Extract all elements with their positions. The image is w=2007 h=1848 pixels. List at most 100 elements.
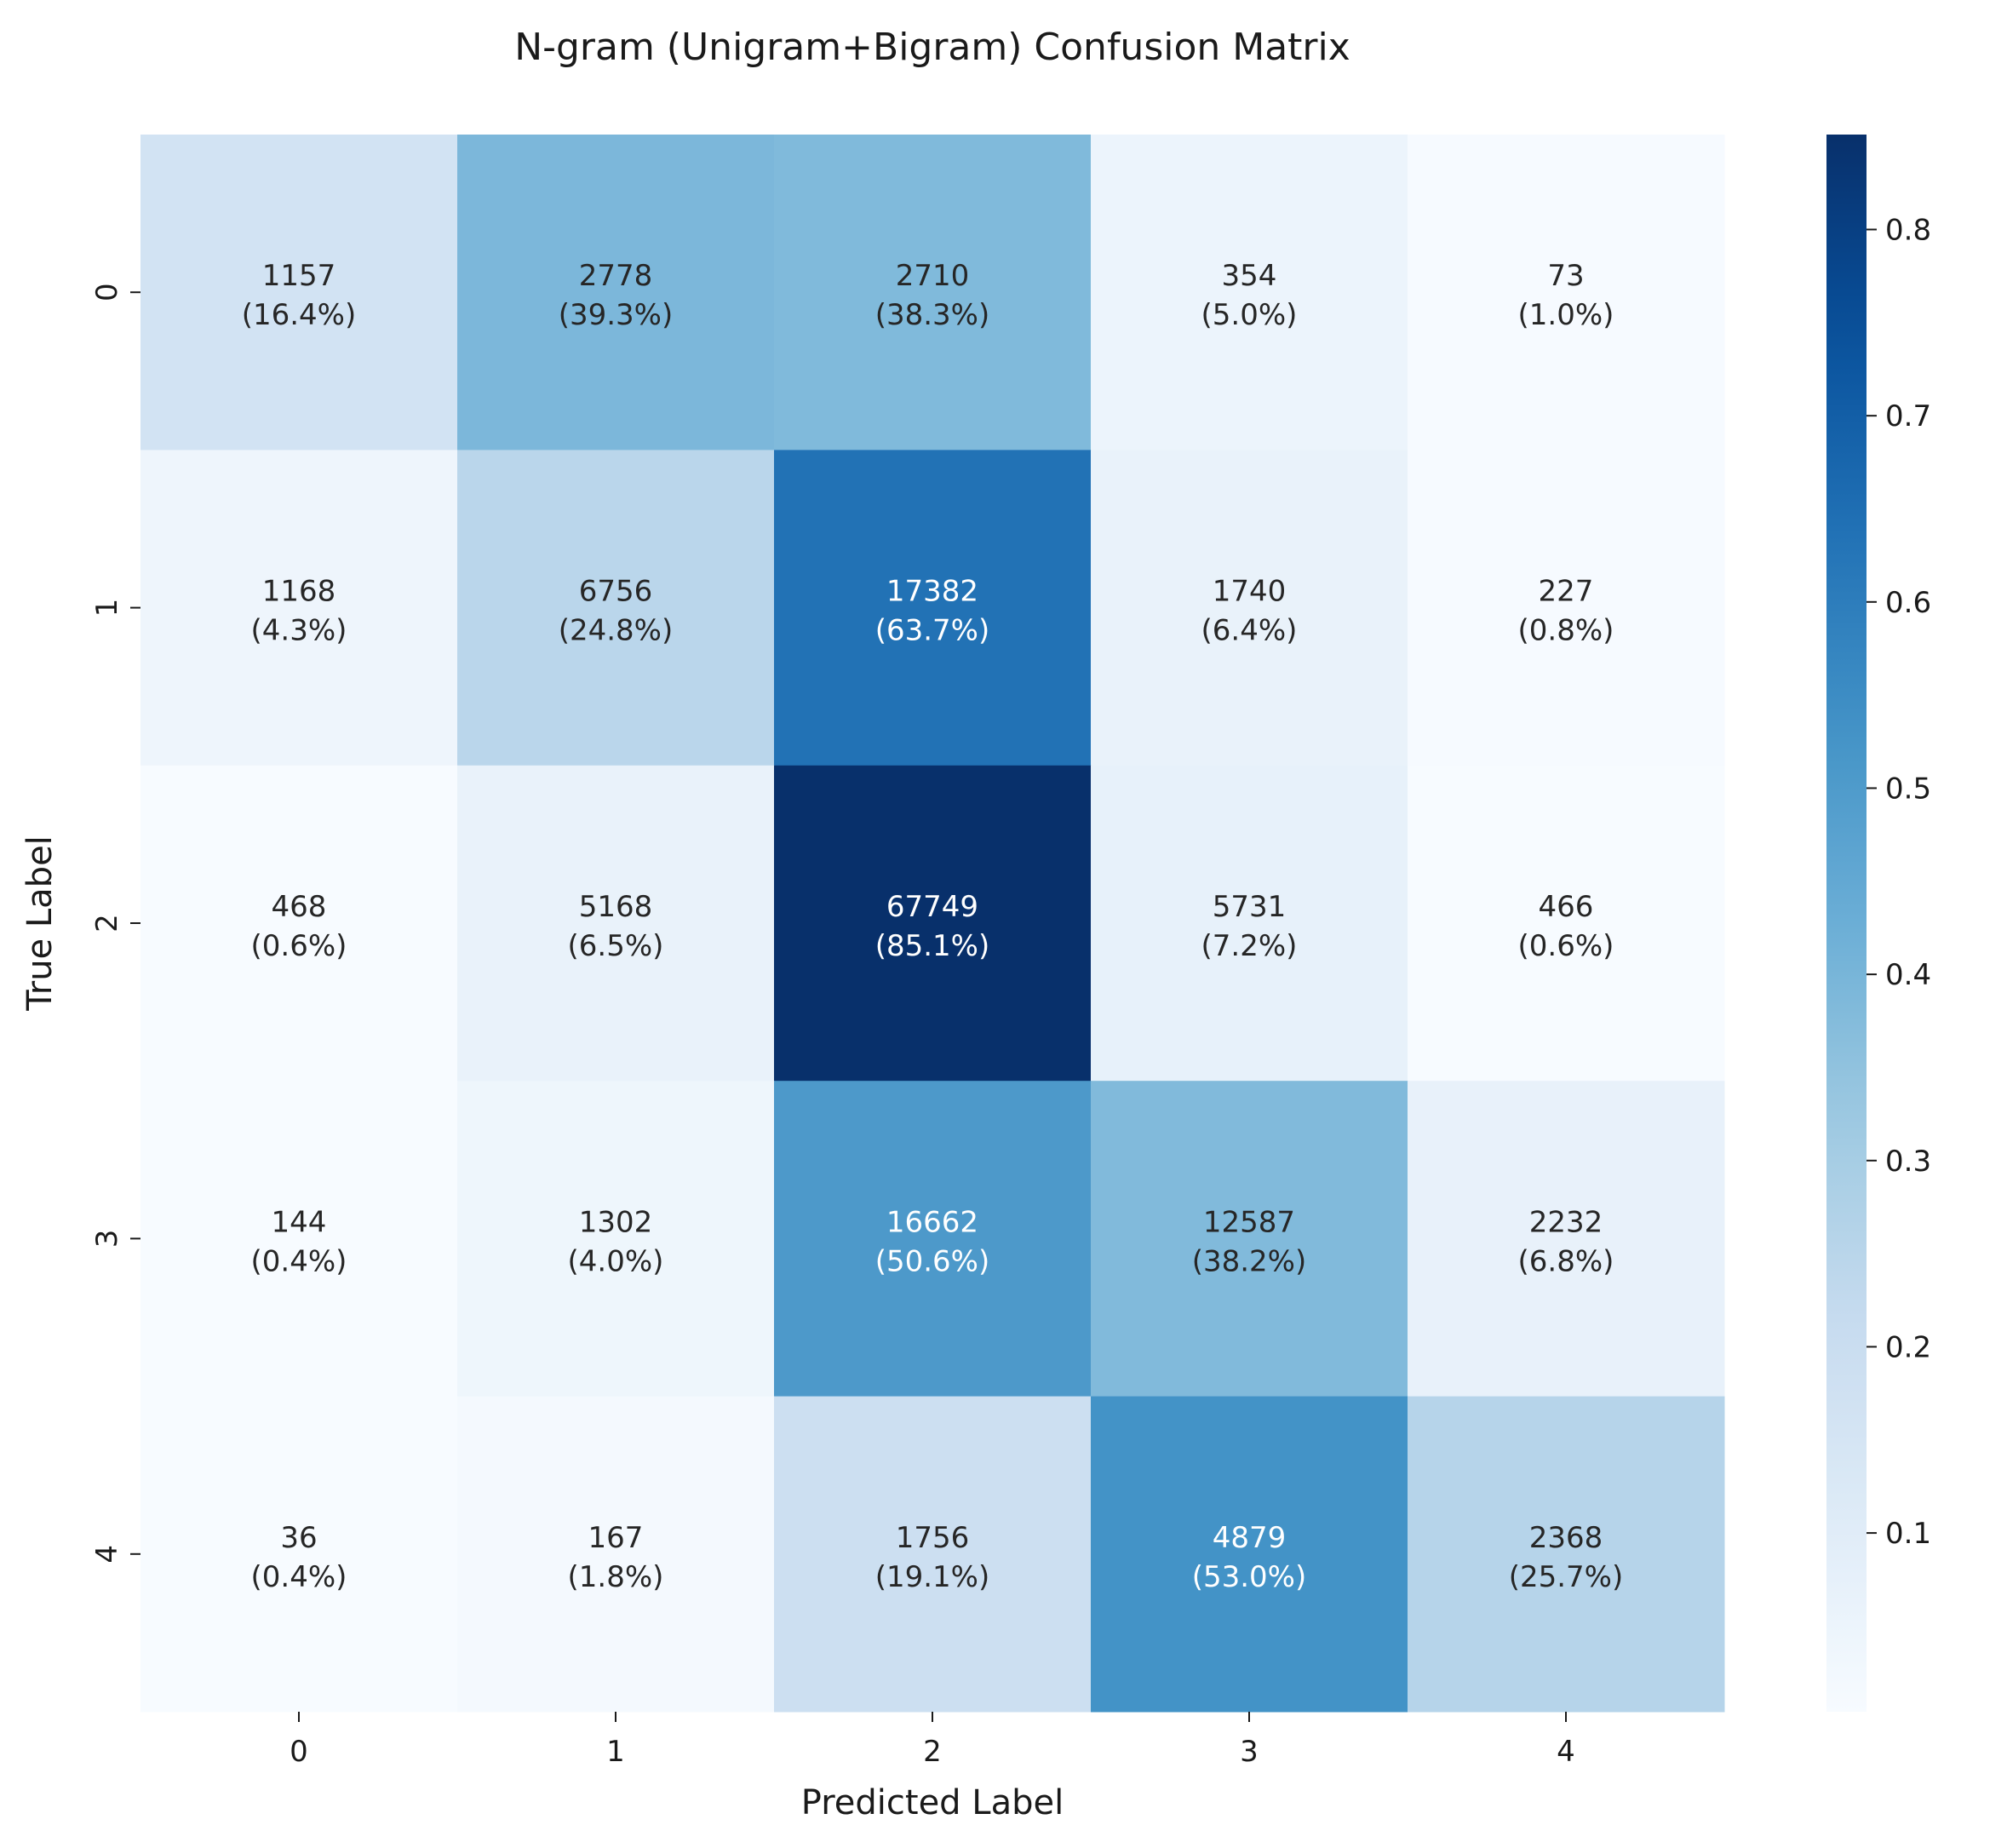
cell-count-3-3: 12587 bbox=[1203, 1205, 1295, 1239]
heatmap-cell-4-3 bbox=[1091, 1396, 1408, 1713]
colorbar-tick-label-7: 0.8 bbox=[1885, 214, 1931, 248]
cell-percent-4-2: (19.1%) bbox=[875, 1560, 990, 1594]
y-tick-label-1: 1 bbox=[90, 599, 124, 617]
cell-percent-2-0: (0.6%) bbox=[251, 929, 347, 963]
x-tick-label-4: 4 bbox=[1557, 1735, 1575, 1769]
heatmap-cells bbox=[140, 135, 1725, 1713]
heatmap-cell-4-1 bbox=[457, 1396, 775, 1713]
cell-count-2-1: 5168 bbox=[579, 890, 653, 924]
heatmap-cell-1-3 bbox=[1091, 450, 1408, 766]
chart-title: N-gram (Unigram+Bigram) Confusion Matrix bbox=[514, 26, 1350, 69]
cell-count-2-0: 468 bbox=[272, 890, 327, 924]
x-tick-label-3: 3 bbox=[1240, 1735, 1259, 1769]
heatmap-cell-1-1 bbox=[457, 450, 775, 766]
heatmap-cell-0-0 bbox=[140, 135, 458, 451]
cell-count-1-0: 1168 bbox=[262, 575, 336, 609]
cell-count-4-2: 1756 bbox=[896, 1521, 970, 1555]
cell-percent-0-3: (5.0%) bbox=[1201, 298, 1298, 332]
cell-count-0-0: 1157 bbox=[262, 259, 336, 293]
heatmap-cell-3-3 bbox=[1091, 1081, 1408, 1397]
colorbar-tick-label-6: 0.7 bbox=[1885, 399, 1931, 433]
y-tick-label-4: 4 bbox=[90, 1545, 124, 1564]
x-tick-label-1: 1 bbox=[606, 1735, 625, 1769]
heatmap-cell-2-3 bbox=[1091, 765, 1408, 1082]
heatmap-cell-0-3 bbox=[1091, 135, 1408, 451]
heatmap-cell-2-0 bbox=[140, 765, 458, 1082]
cell-percent-2-4: (0.6%) bbox=[1518, 929, 1614, 963]
cell-count-4-1: 167 bbox=[588, 1521, 644, 1555]
y-tick-label-0: 0 bbox=[90, 283, 124, 301]
cell-percent-3-0: (0.4%) bbox=[251, 1244, 347, 1278]
cell-percent-0-0: (16.4%) bbox=[242, 298, 357, 332]
heatmap-cell-2-2 bbox=[774, 765, 1092, 1082]
x-tick-label-2: 2 bbox=[923, 1735, 942, 1769]
colorbar-tick-label-0: 0.1 bbox=[1885, 1517, 1931, 1551]
cell-count-0-2: 2710 bbox=[896, 259, 970, 293]
cell-percent-2-3: (7.2%) bbox=[1201, 929, 1298, 963]
cell-count-3-0: 144 bbox=[272, 1205, 327, 1239]
cell-count-2-4: 466 bbox=[1539, 890, 1594, 924]
heatmap-cell-3-0 bbox=[140, 1081, 458, 1397]
cell-count-0-3: 354 bbox=[1222, 259, 1277, 293]
cell-percent-1-0: (4.3%) bbox=[251, 614, 347, 648]
cell-percent-4-0: (0.4%) bbox=[251, 1560, 347, 1594]
heatmap-cell-0-4 bbox=[1408, 135, 1725, 451]
cell-percent-3-4: (6.8%) bbox=[1518, 1244, 1614, 1278]
cell-count-3-4: 2232 bbox=[1529, 1205, 1603, 1239]
cell-percent-0-2: (38.3%) bbox=[875, 298, 990, 332]
cell-percent-4-3: (53.0%) bbox=[1192, 1560, 1307, 1594]
x-axis: 0 1 2 3 4 bbox=[290, 1712, 1575, 1769]
cell-percent-2-1: (6.5%) bbox=[568, 929, 664, 963]
cell-count-1-3: 1740 bbox=[1213, 575, 1287, 609]
colorbar-tick-label-3: 0.4 bbox=[1885, 958, 1931, 992]
cell-count-1-1: 6756 bbox=[579, 575, 653, 609]
colorbar: 0.1 0.2 0.3 0.4 0.5 0.6 0.7 0.8 bbox=[1826, 135, 1931, 1712]
cell-count-4-4: 2368 bbox=[1529, 1521, 1603, 1555]
cell-percent-1-1: (24.8%) bbox=[559, 614, 674, 648]
colorbar-tick-label-5: 0.6 bbox=[1885, 586, 1931, 620]
cell-percent-4-1: (1.8%) bbox=[568, 1560, 664, 1594]
heatmap-cell-0-1 bbox=[457, 135, 775, 451]
cell-count-3-1: 1302 bbox=[579, 1205, 653, 1239]
y-axis-label: True Label bbox=[20, 835, 60, 1012]
cell-count-2-2: 67749 bbox=[886, 890, 978, 924]
cell-count-3-2: 16662 bbox=[886, 1205, 978, 1239]
cell-count-4-0: 36 bbox=[280, 1521, 317, 1555]
cell-percent-1-2: (63.7%) bbox=[875, 614, 990, 648]
cell-percent-3-1: (4.0%) bbox=[568, 1244, 664, 1278]
x-axis-label: Predicted Label bbox=[801, 1783, 1064, 1822]
cell-percent-1-3: (6.4%) bbox=[1201, 614, 1298, 648]
cell-count-4-3: 4879 bbox=[1213, 1521, 1287, 1555]
heatmap-cell-4-0 bbox=[140, 1396, 458, 1713]
cell-percent-0-1: (39.3%) bbox=[559, 298, 674, 332]
heatmap-cell-4-4 bbox=[1408, 1396, 1725, 1713]
heatmap-cell-4-2 bbox=[774, 1396, 1092, 1713]
cell-percent-2-2: (85.1%) bbox=[875, 929, 990, 963]
cell-count-0-1: 2778 bbox=[579, 259, 653, 293]
cell-count-1-4: 227 bbox=[1539, 575, 1594, 609]
colorbar-tick-label-1: 0.2 bbox=[1885, 1330, 1931, 1364]
heatmap-cell-0-2 bbox=[774, 135, 1092, 451]
cell-percent-3-3: (38.2%) bbox=[1192, 1244, 1307, 1278]
colorbar-tick-label-4: 0.5 bbox=[1885, 772, 1931, 806]
x-tick-label-0: 0 bbox=[290, 1735, 308, 1769]
cell-count-1-2: 17382 bbox=[886, 575, 978, 609]
colorbar-tick-label-2: 0.3 bbox=[1885, 1145, 1931, 1179]
y-tick-label-3: 3 bbox=[90, 1230, 124, 1248]
heatmap-cell-1-2 bbox=[774, 450, 1092, 766]
colorbar-gradient bbox=[1826, 135, 1867, 1712]
heatmap-cell-1-4 bbox=[1408, 450, 1725, 766]
cell-percent-0-4: (1.0%) bbox=[1518, 298, 1614, 332]
heatmap-cell-3-2 bbox=[774, 1081, 1092, 1397]
heatmap-cell-2-1 bbox=[457, 765, 775, 1082]
heatmap-cell-2-4 bbox=[1408, 765, 1725, 1082]
cell-count-2-3: 5731 bbox=[1213, 890, 1287, 924]
heatmap-cell-3-4 bbox=[1408, 1081, 1725, 1397]
y-axis: 0 1 2 3 4 bbox=[90, 283, 140, 1564]
cell-count-0-4: 73 bbox=[1547, 259, 1584, 293]
cell-percent-1-4: (0.8%) bbox=[1518, 614, 1614, 648]
y-tick-label-2: 2 bbox=[90, 914, 124, 933]
cell-percent-4-4: (25.7%) bbox=[1509, 1560, 1624, 1594]
